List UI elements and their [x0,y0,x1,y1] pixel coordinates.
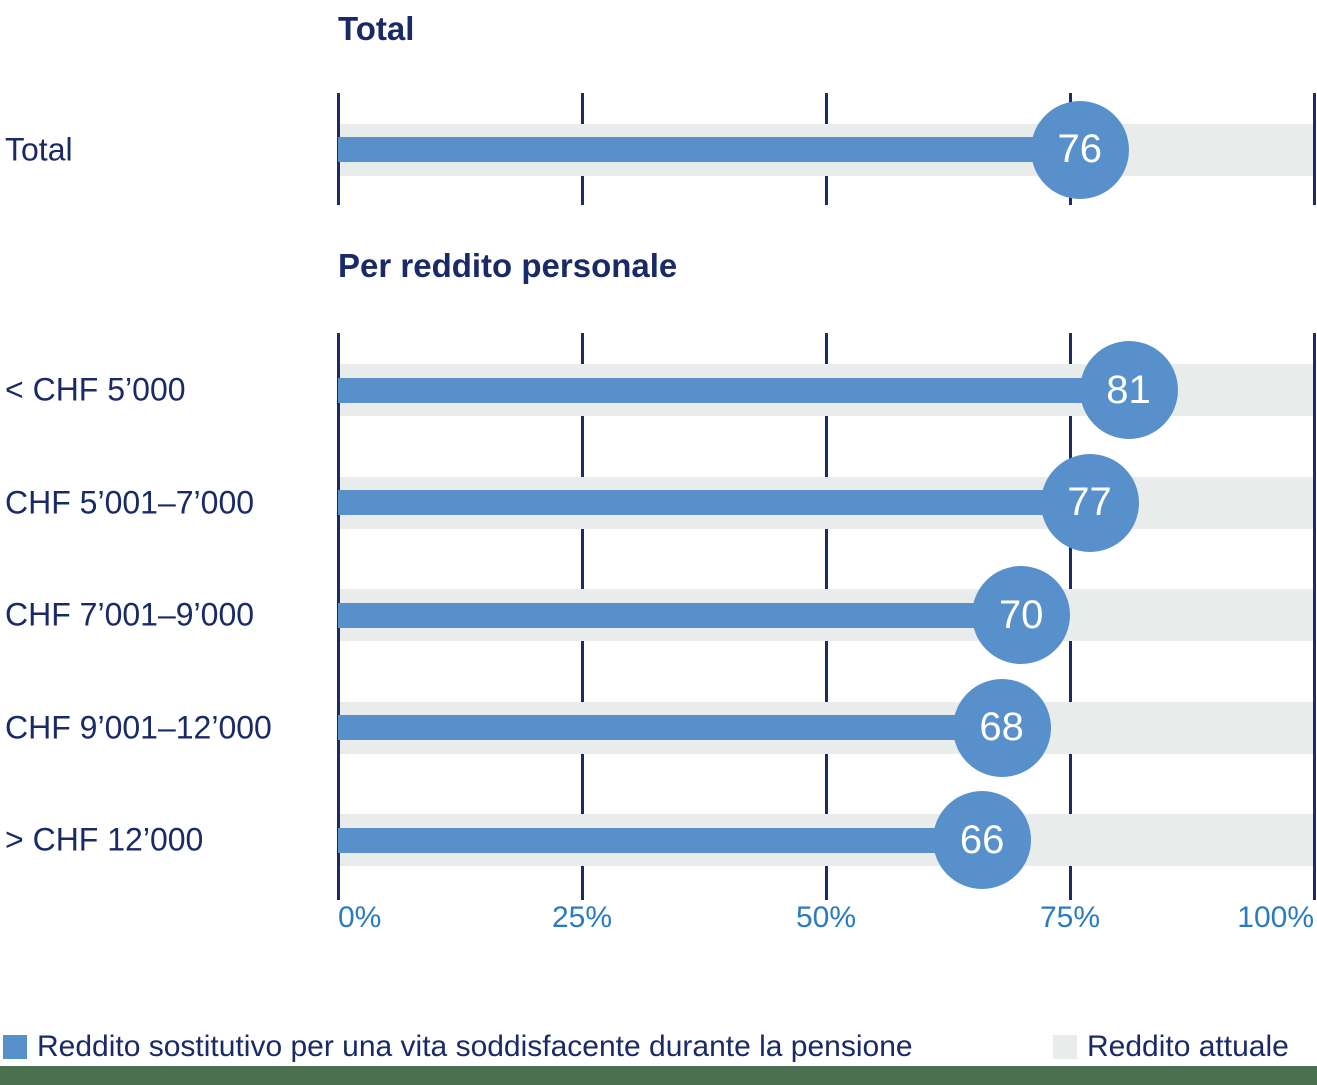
legend-label-current-income: Reddito attuale [1087,1030,1289,1063]
legend-swatch-current-income [1053,1035,1077,1059]
bar-substitute-income [338,490,1090,515]
value-bubble: 77 [1040,453,1139,552]
value-bubble: 76 [1030,100,1129,199]
value-bubble: 66 [933,791,1032,889]
x-tick-label-50pct: 50% [795,901,857,934]
bar-substitute-income [338,377,1129,403]
category-label: CHF 7’001–9’000 [5,596,255,633]
bar-substitute-income [338,602,1022,628]
x-tick-label-25pct: 25% [551,901,613,934]
x-tick-label-100pct: 100% [1237,901,1314,934]
bar-substitute-income [338,715,1002,740]
footer-accent-bar [0,1066,1317,1085]
x-tick-label-75pct: 75% [1039,901,1101,934]
value-bubble: 81 [1079,341,1178,439]
x-tick-label-0pct: 0% [338,901,382,934]
section-title-total: Total [338,10,415,47]
gridline-100pct [1312,333,1316,900]
gridline-100pct [1312,93,1316,205]
category-label: > CHF 12’000 [5,821,204,858]
bar-substitute-income [338,827,983,853]
legend: Reddito sostitutivo per una vita soddisf… [0,1029,1317,1065]
bar-substitute-income [338,137,1080,162]
category-label: CHF 5’001–7’000 [5,484,255,520]
legend-item-current-income: Reddito attuale [1053,1029,1289,1065]
category-label: < CHF 5’000 [5,371,186,408]
category-label: Total [5,131,73,167]
value-bubble: 68 [952,678,1051,777]
value-bubble: 70 [972,566,1071,664]
legend-swatch-substitute-income [3,1035,27,1059]
section-title-income: Per reddito personale [338,247,678,284]
legend-item-substitute-income: Reddito sostitutivo per una vita soddisf… [3,1029,913,1065]
legend-label-substitute-income: Reddito sostitutivo per una vita soddisf… [37,1030,913,1063]
category-label: CHF 9’001–12’000 [5,709,272,745]
